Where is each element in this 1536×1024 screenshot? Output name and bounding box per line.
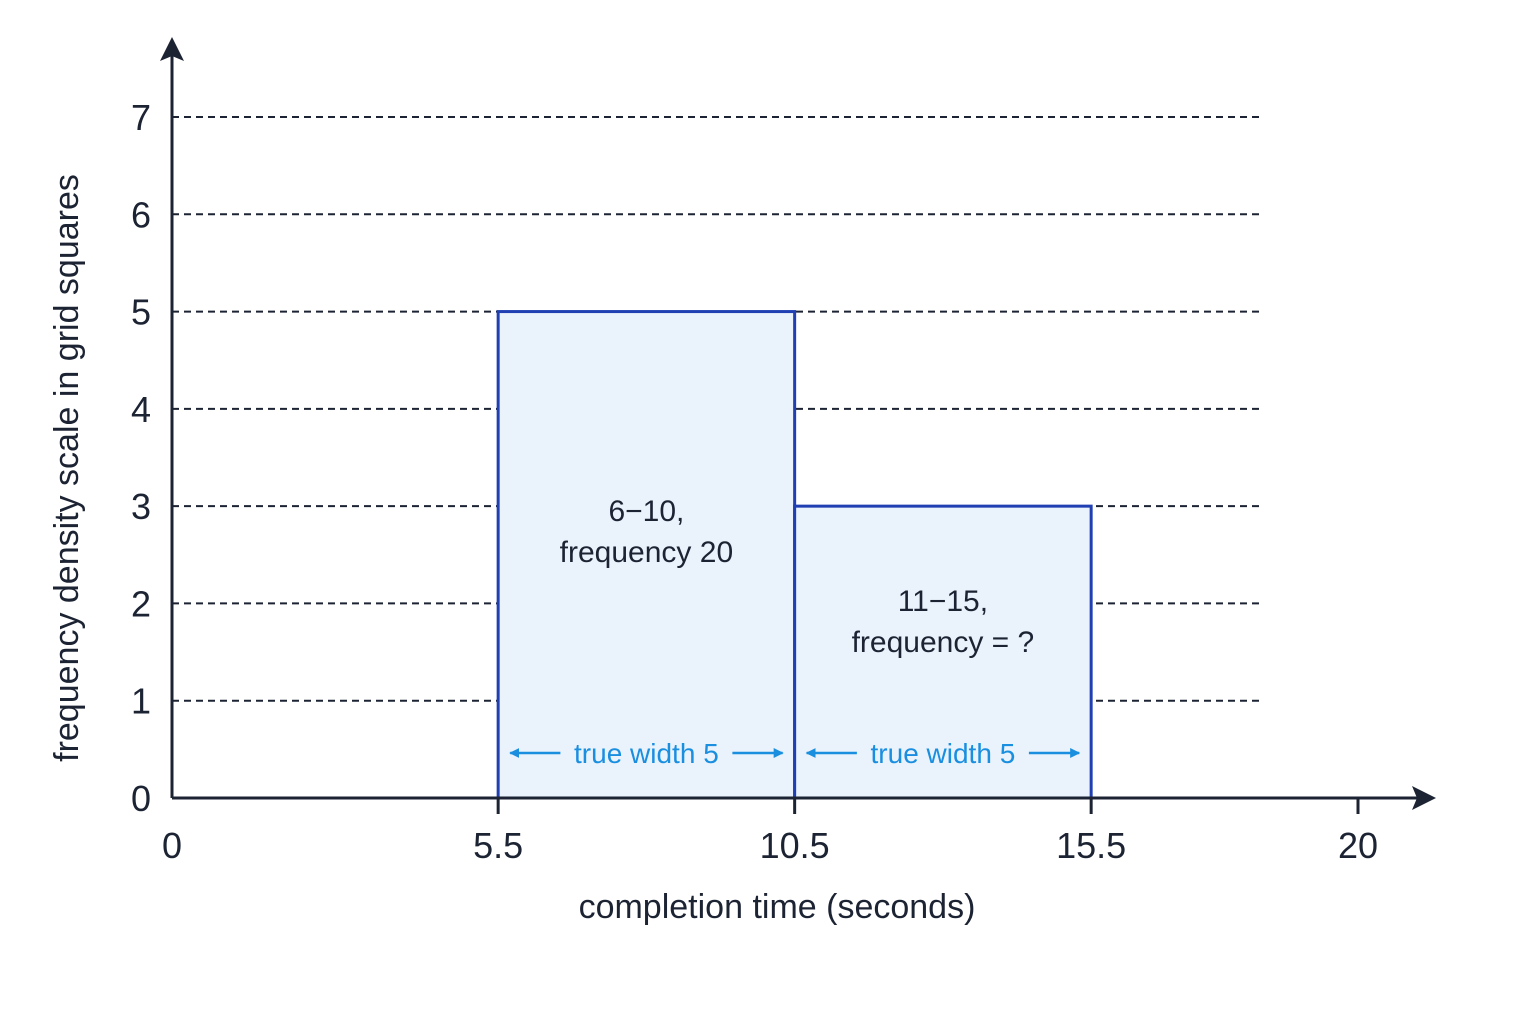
- y-tick-label: 5: [131, 292, 151, 333]
- true-width-label: true width 5: [871, 738, 1016, 769]
- bar-label-frequency: frequency = ?: [852, 626, 1035, 659]
- y-tick-label: 6: [131, 194, 151, 235]
- y-axis-title: frequency density scale in grid squares: [48, 174, 86, 762]
- x-axis-arrowhead: [1412, 786, 1436, 810]
- y-tick-label: 1: [131, 681, 151, 722]
- histogram-bar: [496, 310, 797, 800]
- y-tick-label: 0: [131, 778, 151, 819]
- y-tick-label: 2: [131, 583, 151, 624]
- bar-label-range: 6−10,: [608, 495, 684, 528]
- y-tick-label: 3: [131, 486, 151, 527]
- bar-label-range: 11−15,: [898, 585, 988, 618]
- axes: [160, 37, 1436, 814]
- x-tick-label: 0: [162, 825, 182, 866]
- histogram-bar: [793, 504, 1093, 800]
- x-tick-label: 15.5: [1056, 825, 1126, 866]
- y-tick-label: 7: [131, 97, 151, 138]
- x-tick-label: 20: [1338, 825, 1378, 866]
- labels: 0 5.5 10.5 15.5 20 0 1 2 3 4 5 6 7 6−10, frequency 20 t…: [131, 97, 1378, 866]
- x-tick-label: 5.5: [473, 825, 523, 866]
- x-axis-title: completion time (seconds): [579, 888, 976, 926]
- true-width-label: true width 5: [574, 738, 719, 769]
- y-axis-arrowhead: [160, 37, 184, 61]
- y-tick-label: 4: [131, 389, 151, 430]
- bar-label-frequency: frequency 20: [560, 536, 733, 569]
- bars: [496, 310, 1093, 800]
- x-tick-label: 10.5: [760, 825, 830, 866]
